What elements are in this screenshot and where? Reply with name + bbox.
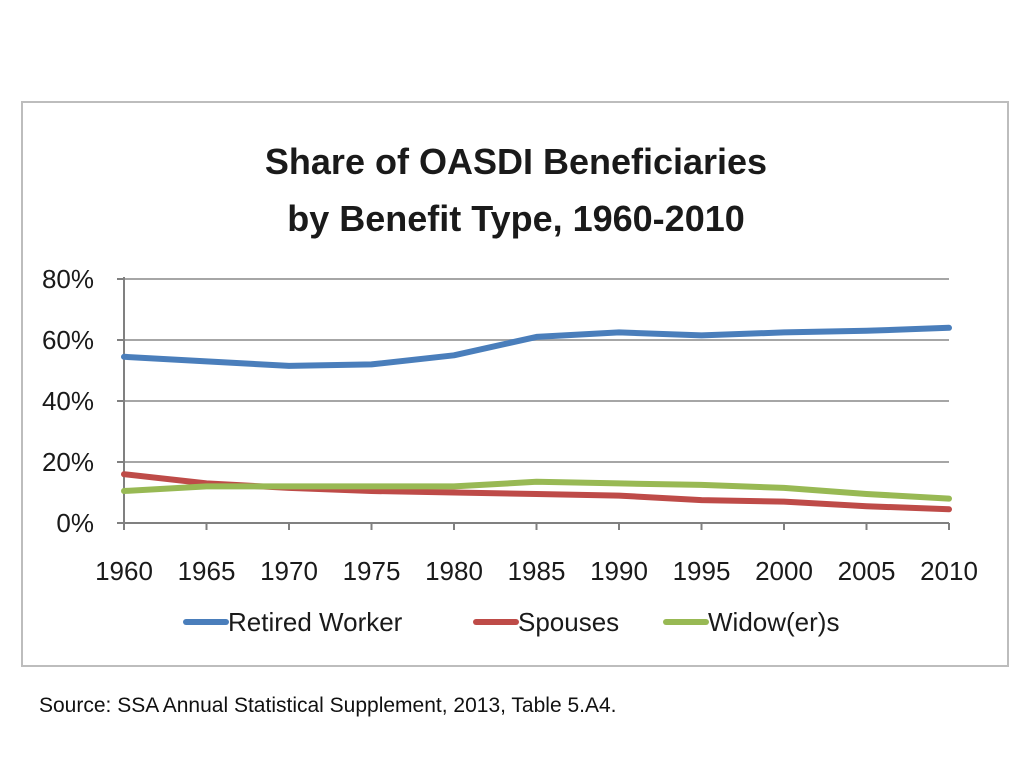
x-tick-label: 2000 — [755, 556, 813, 586]
x-tick-label: 1985 — [508, 556, 566, 586]
chart-frame: Share of OASDI Beneficiaries by Benefit … — [21, 101, 1009, 667]
series-lines — [121, 324, 952, 513]
gridlines — [124, 278, 949, 463]
x-tick-label: 1980 — [425, 556, 483, 586]
y-tick-label: 40% — [42, 386, 94, 416]
x-tick-label: 1970 — [260, 556, 318, 586]
x-axis-tick-labels: 1960 1965 1970 1975 1980 1985 1990 1995 2000 2005… — [95, 556, 978, 586]
chart-title-line-1: Share of OASDI Beneficiaries — [265, 141, 767, 182]
y-tick-label: 0% — [56, 508, 94, 538]
legend-item-retired-worker: Retired Worker — [183, 607, 403, 637]
chart-title-line-2: by Benefit Type, 1960-2010 — [287, 198, 745, 239]
x-tick-label: 2010 — [920, 556, 978, 586]
line-chart: Share of OASDI Beneficiaries by Benefit … — [42, 141, 978, 637]
y-axis-tick-labels: 0% 20% 40% 60% 80% — [42, 264, 94, 538]
x-tick-label: 2005 — [838, 556, 896, 586]
x-tick-label: 1965 — [178, 556, 236, 586]
y-tick-label: 20% — [42, 447, 94, 477]
chart-title: Share of OASDI Beneficiaries by Benefit … — [265, 141, 767, 239]
x-tick-label: 1960 — [95, 556, 153, 586]
x-tick-label: 1975 — [343, 556, 401, 586]
legend-label: Spouses — [518, 607, 619, 637]
legend-label: Widow(er)s — [708, 607, 839, 637]
x-tick-label: 1990 — [590, 556, 648, 586]
y-tick-label: 60% — [42, 325, 94, 355]
legend: Retired Worker Spouses Widow(er)s — [183, 607, 839, 637]
legend-item-widow-er-s: Widow(er)s — [663, 607, 839, 637]
y-tick-label: 80% — [42, 264, 94, 294]
source-note: Source: SSA Annual Statistical Supplemen… — [39, 694, 617, 717]
legend-item-spouses: Spouses — [473, 607, 619, 637]
legend-label: Retired Worker — [228, 607, 403, 637]
series-line-widow-er-s — [121, 478, 952, 502]
axes — [117, 277, 950, 530]
series-line-retired-worker — [121, 324, 952, 369]
x-tick-label: 1995 — [673, 556, 731, 586]
